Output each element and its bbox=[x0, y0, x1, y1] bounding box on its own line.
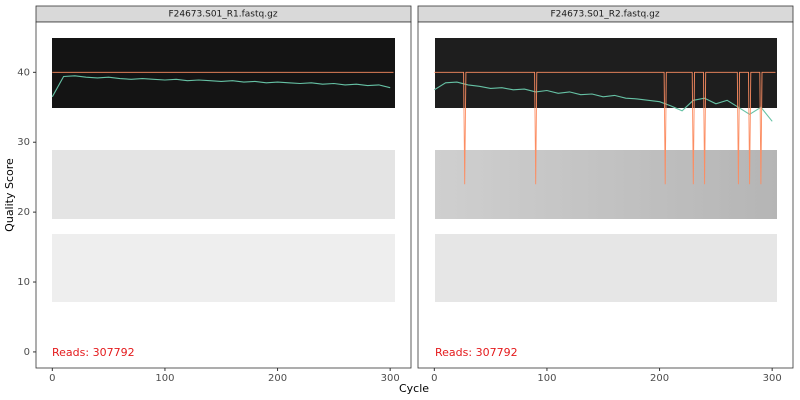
y-tick-label: 0 bbox=[24, 347, 30, 358]
x-tick-label: 100 bbox=[155, 373, 174, 384]
annotation: Reads: 307792 bbox=[52, 346, 135, 359]
density-band bbox=[52, 234, 395, 302]
x-tick-label: 0 bbox=[49, 373, 55, 384]
annotation: Reads: 307792 bbox=[435, 346, 518, 359]
density-band bbox=[435, 150, 777, 219]
panel-1 bbox=[35, 5, 412, 369]
density-band bbox=[435, 234, 777, 302]
facet-title: F24673.S01_R2.fastq.gz bbox=[550, 10, 659, 20]
y-axis-title: Quality Score bbox=[3, 158, 16, 232]
y-tick-label: 10 bbox=[17, 277, 30, 288]
x-axis-title: Cycle bbox=[399, 382, 429, 395]
density-band bbox=[52, 150, 395, 219]
panel-2 bbox=[417, 5, 794, 369]
line bbox=[434, 71, 776, 185]
x-tick-label: 300 bbox=[763, 373, 782, 384]
x-tick-label: 100 bbox=[537, 373, 556, 384]
line bbox=[51, 75, 391, 98]
x-tick-label: 0 bbox=[431, 373, 437, 384]
facet-title: F24673.S01_R1.fastq.gz bbox=[168, 10, 277, 20]
y-tick-label: 40 bbox=[17, 67, 30, 78]
y-tick-label: 20 bbox=[17, 207, 30, 218]
x-tick-label: 200 bbox=[268, 373, 287, 384]
line bbox=[434, 81, 773, 122]
density-band bbox=[435, 38, 777, 108]
x-tick-label: 300 bbox=[381, 373, 400, 384]
density-band bbox=[52, 38, 395, 108]
y-tick-label: 30 bbox=[17, 137, 30, 148]
x-tick-label: 200 bbox=[650, 373, 669, 384]
